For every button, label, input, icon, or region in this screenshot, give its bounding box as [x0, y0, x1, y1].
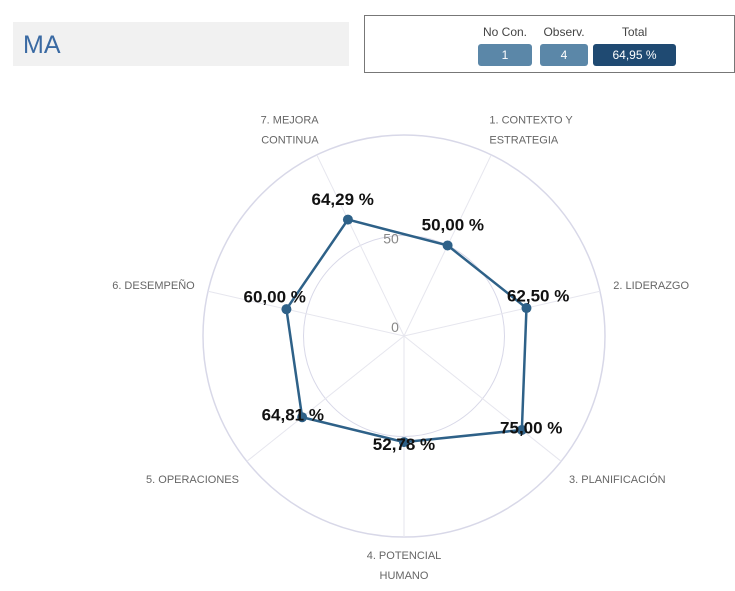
data-label: 64,29 %: [312, 190, 374, 209]
stat-total-label: Total: [621, 25, 648, 39]
axis-category-label: 1. CONTEXTO Y ESTRATEGIA: [489, 115, 573, 147]
grid-spoke: [246, 335, 405, 462]
grid-spoke: [207, 290, 405, 337]
page-title: MA: [23, 31, 61, 59]
series-line: [285, 218, 528, 444]
stat-no-con-label: No Con.: [482, 25, 528, 39]
data-label: 52,78 %: [373, 435, 435, 454]
stat-observ: Observ. 4: [540, 24, 588, 66]
axis-category-label: 6. DESEMPEÑO: [112, 279, 195, 292]
radar-chart: 1. CONTEXTO Y ESTRATEGIA 2. LIDERAZGO 3. PL…: [112, 115, 689, 582]
axis-category-label: 4. POTENCIAL HUMANO: [367, 550, 442, 582]
section-header: MA: [13, 22, 349, 66]
data-label: 60,00 %: [244, 287, 306, 306]
stat-observ-badge[interactable]: 4: [540, 44, 588, 66]
stat-total: Total 64,95 %: [593, 24, 676, 66]
data-point: [297, 412, 308, 423]
ring-tick-label: 0: [391, 319, 399, 335]
ring-tick-label: 50: [383, 231, 399, 247]
data-point: [442, 240, 453, 251]
axis-category-label: 7. MEJORA CONTINUA: [261, 115, 320, 147]
stat-no-con-badge[interactable]: 1: [478, 44, 532, 66]
axis-category-label: 2. LIDERAZGO: [613, 280, 689, 292]
stat-observ-label: Observ.: [543, 25, 585, 39]
data-point: [342, 214, 353, 225]
stat-total-badge[interactable]: 64,95 %: [593, 44, 676, 66]
axis-category-label: 3. PLANIFICACIÓN: [569, 473, 666, 486]
data-point: [399, 437, 409, 448]
stat-no-con: No Con. 1: [478, 24, 532, 66]
data-label: 62,50 %: [507, 286, 569, 305]
data-label: 75,00 %: [500, 418, 562, 437]
grid-spoke: [316, 154, 405, 337]
axis-category-label: 5. OPERACIONES: [146, 474, 239, 486]
grid-spoke: [403, 290, 601, 337]
grid-spoke: [403, 335, 562, 462]
data-label: 50,00 %: [422, 216, 484, 235]
data-point: [281, 304, 292, 315]
stats-panel: No Con. 1 Observ. 4 Total 64,95 %: [364, 15, 735, 73]
data-point: [521, 303, 532, 314]
data-point: [516, 424, 527, 435]
data-label: 64,81 %: [262, 406, 324, 425]
